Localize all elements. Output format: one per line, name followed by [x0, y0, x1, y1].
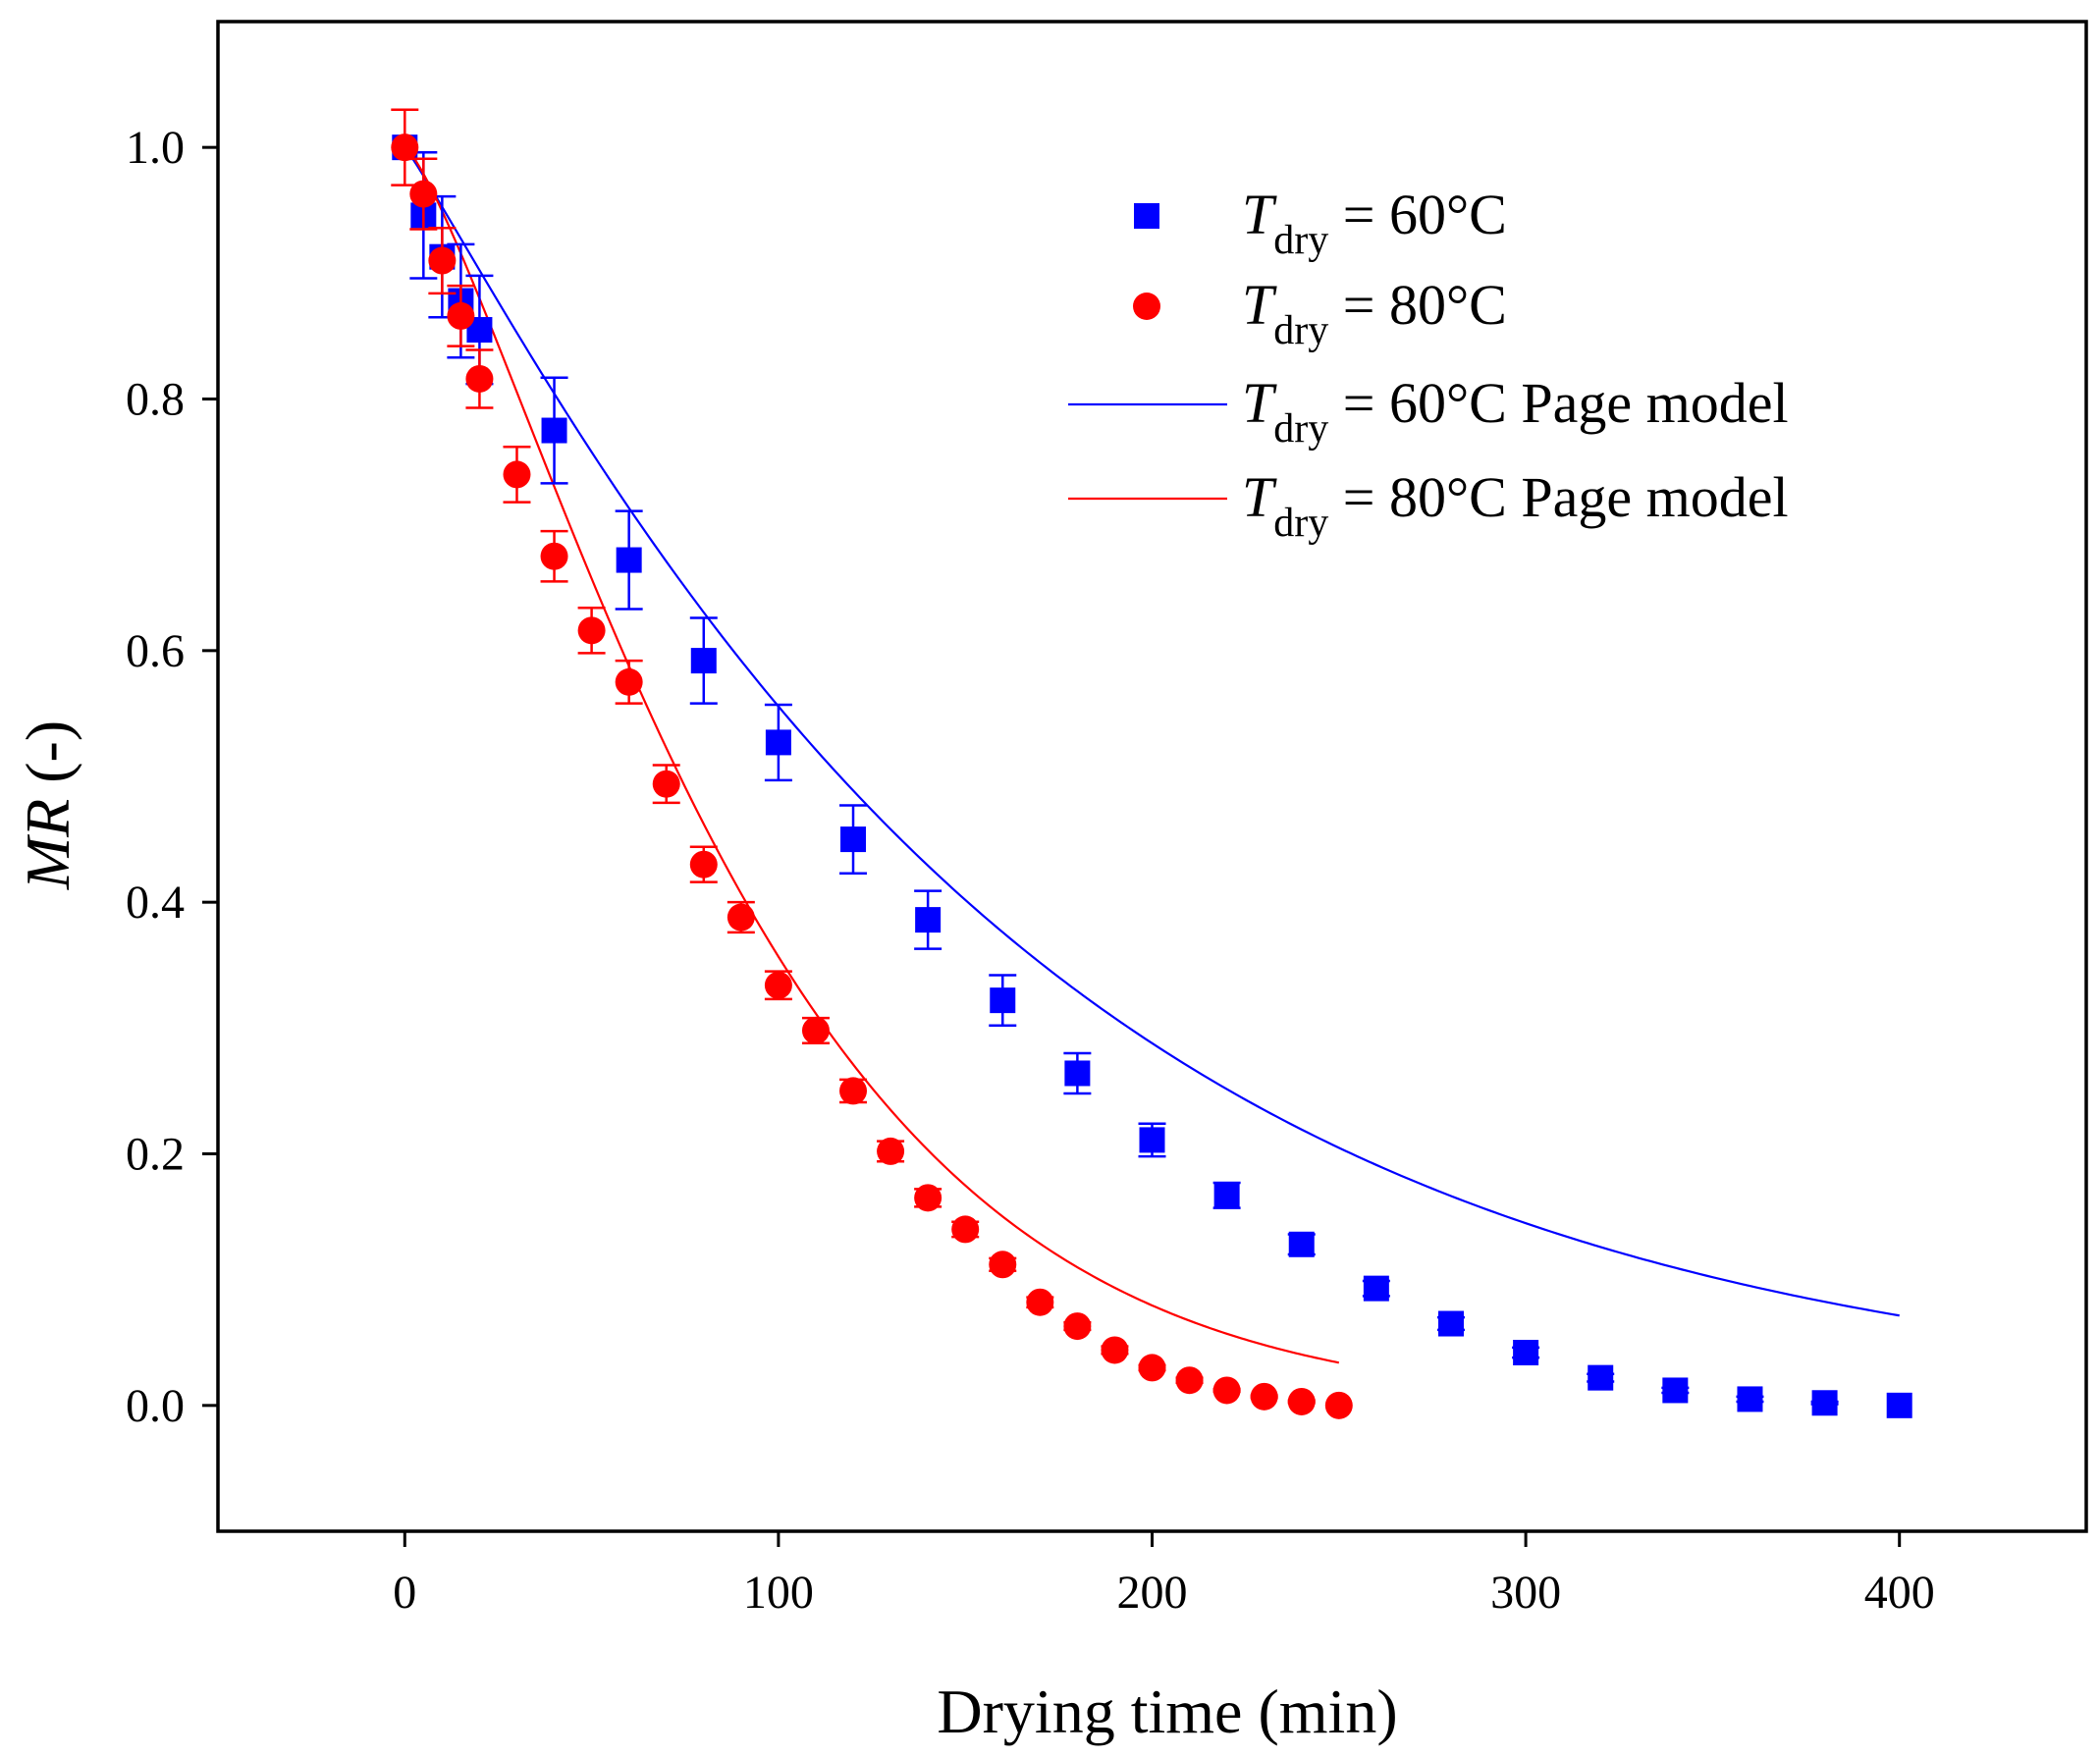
data-point-square [1064, 1060, 1091, 1087]
data-point-circle [727, 903, 755, 932]
data-point-square [765, 729, 791, 756]
data-point-square [840, 826, 867, 853]
legend-symbol-80c-points [1133, 293, 1160, 320]
x-tick-label: 300 [1490, 1567, 1561, 1619]
series-80c-points [391, 108, 1353, 1419]
data-point-square [1288, 1231, 1315, 1257]
data-point-square [1737, 1386, 1763, 1412]
data-point-circle [1138, 1354, 1166, 1382]
data-point-square [1811, 1390, 1838, 1416]
data-point-circle [1324, 1391, 1353, 1419]
data-point-square [616, 547, 642, 573]
x-tick-label: 200 [1117, 1567, 1188, 1619]
y-tick-label: 0.6 [126, 625, 185, 677]
series-60c-page-model-line [404, 146, 1900, 1317]
data-point-circle [1063, 1312, 1092, 1341]
data-point-circle [503, 460, 531, 489]
legend-label-60c-page-model: Tdry = 60°C Page model [1242, 371, 1789, 452]
data-point-circle [914, 1184, 942, 1212]
plot-area [391, 108, 1912, 1419]
x-axis: 0 100 200 300 400 [393, 1531, 1935, 1619]
data-point-square [915, 907, 942, 933]
y-axis: 0.0 0.2 0.4 0.6 0.8 1.0 [126, 122, 218, 1432]
legend: Tdry = 60°C Tdry = 80°C Tdry = 60°C Page m… [1068, 183, 1789, 546]
y-tick-label: 0.8 [126, 374, 185, 426]
legend-label-80c-points: Tdry = 80°C [1242, 273, 1507, 353]
legend-symbol-60c-points [1134, 203, 1159, 229]
data-point-circle [409, 180, 438, 208]
data-point-square [690, 648, 717, 674]
y-tick-label: 1.0 [126, 122, 185, 174]
data-point-circle [877, 1137, 905, 1165]
y-tick-label: 0.2 [126, 1129, 185, 1181]
data-point-circle [1175, 1366, 1204, 1395]
data-point-circle [465, 364, 494, 393]
data-point-square [1662, 1377, 1689, 1404]
data-point-circle [615, 667, 643, 696]
data-point-square [1588, 1364, 1614, 1391]
data-point-square [1363, 1275, 1389, 1302]
data-point-square [990, 987, 1016, 1014]
x-tick-label: 100 [743, 1567, 814, 1619]
data-point-circle [447, 301, 475, 330]
data-point-square [1513, 1340, 1539, 1366]
data-point-circle [577, 616, 606, 645]
data-point-circle [801, 1016, 830, 1044]
y-tick-label: 0.4 [126, 877, 185, 929]
data-point-circle [989, 1251, 1017, 1279]
y-axis-title: MR (-) [13, 720, 82, 890]
data-point-square [541, 417, 567, 444]
data-point-circle [391, 133, 419, 162]
data-point-square [1139, 1127, 1165, 1153]
y-tick-label: 0.0 [126, 1380, 185, 1432]
data-point-circle [1101, 1336, 1129, 1364]
x-tick-label: 400 [1864, 1567, 1935, 1619]
x-tick-label: 0 [393, 1567, 416, 1619]
data-point-circle [1250, 1382, 1278, 1411]
data-point-circle [764, 971, 792, 999]
data-point-square [1437, 1310, 1464, 1337]
data-point-circle [652, 770, 680, 798]
data-point-circle [689, 850, 718, 878]
x-axis-title: Drying time (min) [937, 1677, 1397, 1746]
legend-label-80c-page-model: Tdry = 80°C Page model [1242, 465, 1789, 546]
data-point-circle [1212, 1376, 1241, 1405]
y-axis-title-unit: (-) [13, 720, 82, 799]
legend-label-60c-points: Tdry = 60°C [1242, 183, 1507, 263]
series-80c-page-model-line [404, 146, 1340, 1364]
data-point-circle [540, 542, 568, 570]
data-point-circle [1287, 1387, 1316, 1415]
data-point-circle [1026, 1288, 1054, 1316]
data-point-circle [951, 1215, 980, 1244]
data-point-square [1886, 1392, 1912, 1418]
data-point-circle [428, 246, 457, 275]
data-point-square [1213, 1182, 1240, 1208]
y-axis-title-italic: MR [13, 799, 82, 890]
data-point-circle [839, 1077, 868, 1105]
